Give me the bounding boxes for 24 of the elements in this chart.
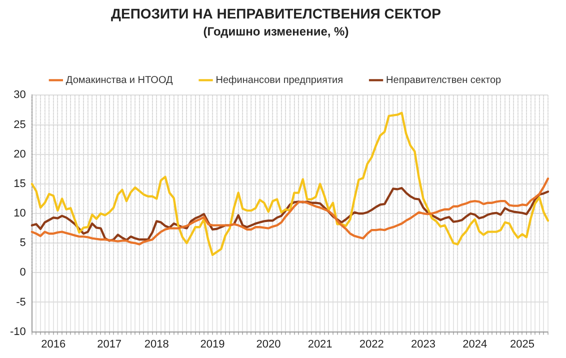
x-tick-label: 2016 — [41, 338, 66, 350]
y-tick-label: 0 — [20, 266, 26, 279]
x-tick-label: 2022 — [359, 338, 384, 350]
legend-label: Домакинства и НТООД — [66, 74, 173, 86]
chart-subtitle: (Годишно изменение, %) — [203, 24, 349, 38]
chart-title: ДЕПОЗИТИ НА НЕПРАВИТЕЛСТВЕНИЯ СЕКТОР — [111, 5, 441, 22]
y-tick-label: -5 — [16, 296, 26, 308]
y-tick-label: 10 — [14, 208, 26, 220]
legend-label: Нефинансови предприятия — [216, 74, 344, 86]
y-tick-label: 25 — [14, 118, 26, 131]
x-tick-label: 2023 — [411, 338, 436, 350]
y-tick-label: 30 — [14, 89, 26, 102]
x-tick-label: 2020 — [256, 338, 281, 350]
x-tick-label: 2019 — [200, 338, 225, 350]
y-tick-label: 20 — [14, 148, 26, 160]
y-tick-label: 15 — [14, 178, 26, 190]
y-tick-label: -10 — [10, 326, 26, 338]
x-tick-label: 2021 — [308, 338, 332, 350]
x-tick-label: 2024 — [462, 338, 488, 350]
x-tick-label: 2017 — [97, 338, 122, 350]
legend-label: Неправителствен сектор — [386, 74, 502, 86]
y-tick-label: 5 — [20, 237, 26, 250]
x-tick-label: 2025 — [510, 338, 534, 350]
x-tick-label: 2018 — [144, 338, 169, 350]
